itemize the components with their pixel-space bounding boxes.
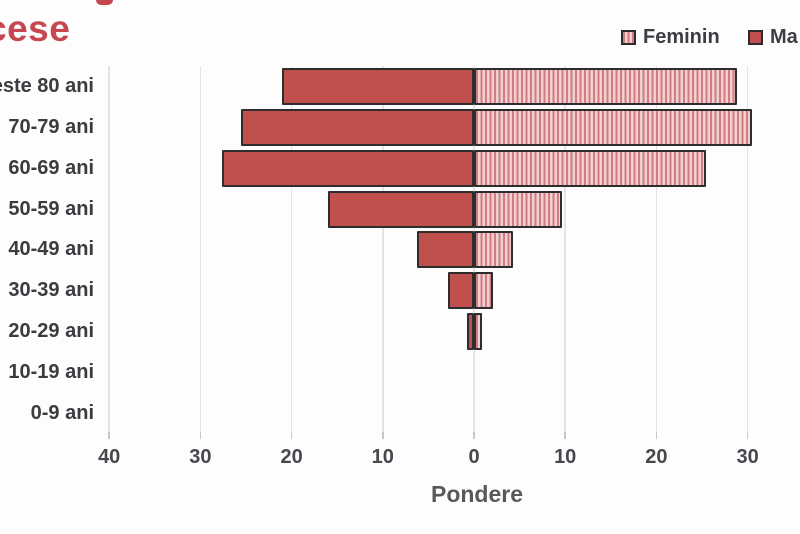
x-tick-label-6: 20 [645, 446, 668, 468]
bar-masculin-3 [328, 190, 474, 228]
x-tick-label-5: 10 [554, 446, 577, 468]
x-tick-label-4: 0 [468, 446, 480, 468]
age-label-5: 30-39 ani [8, 279, 94, 302]
bar-masculin-2 [222, 149, 474, 187]
axis-tick-40 [108, 432, 110, 439]
x-tick-label-3: 10 [371, 446, 394, 468]
feminin-swatch-icon [621, 30, 636, 45]
bar-masculin-1 [241, 109, 474, 146]
axis-tick-30 [746, 432, 749, 439]
axis-tick-10 [564, 432, 566, 439]
bar-feminin-3 [474, 190, 562, 228]
masculin-swatch-icon [748, 30, 763, 45]
legend-label-feminin: Feminin [643, 26, 720, 48]
chart-legend: Feminin Ma [0, 26, 800, 48]
bar-masculin-4 [416, 231, 474, 269]
gridline-20 [290, 66, 293, 432]
age-label-2: 60-69 ani [8, 156, 94, 179]
age-label-6: 20-29 ani [8, 319, 94, 342]
bar-feminin-2 [474, 149, 706, 187]
bar-feminin-1 [474, 109, 753, 146]
chart-title: cese [0, 8, 71, 49]
age-label-7: 10-19 ani [8, 360, 94, 383]
bar-masculin-6 [466, 313, 474, 350]
bar-masculin-5 [448, 272, 474, 310]
gridline-10 [564, 66, 566, 432]
age-label-8: 0-9 ani [30, 401, 94, 424]
cut-off-text-fragment [96, 0, 113, 5]
gridline-20 [655, 66, 658, 432]
x-axis-title: Pondere [430, 481, 524, 507]
bar-feminin-4 [474, 231, 514, 269]
legend-item-feminin[interactable]: Feminin [621, 26, 720, 49]
age-label-4: 40-49 ani [8, 238, 94, 261]
bar-feminin-5 [474, 272, 494, 310]
bar-feminin-0 [474, 68, 737, 106]
x-tick-label-7: 30 [736, 446, 759, 468]
axis-tick-10 [382, 432, 384, 439]
bar-feminin-6 [474, 313, 483, 350]
age-label-3: 50-59 ani [8, 197, 94, 220]
gridline-30 [199, 66, 202, 432]
bar-masculin-0 [282, 68, 474, 106]
legend-label-masculin: Ma [770, 26, 798, 48]
x-tick-label-1: 30 [189, 446, 212, 468]
gridline-10 [382, 66, 384, 432]
axis-tick-20 [290, 432, 293, 439]
x-tick-label-0: 40 [98, 446, 121, 468]
axis-tick-20 [655, 432, 658, 439]
age-label-1: 70-79 ani [8, 115, 94, 138]
axis-tick-0 [473, 432, 475, 439]
x-tick-label-2: 20 [280, 446, 303, 468]
age-label-0: este 80 ani [0, 75, 94, 98]
legend-item-masculin[interactable]: Ma [748, 26, 798, 49]
axis-tick-30 [199, 432, 202, 439]
gridline-40 [108, 66, 110, 432]
gridline-30 [746, 66, 749, 432]
